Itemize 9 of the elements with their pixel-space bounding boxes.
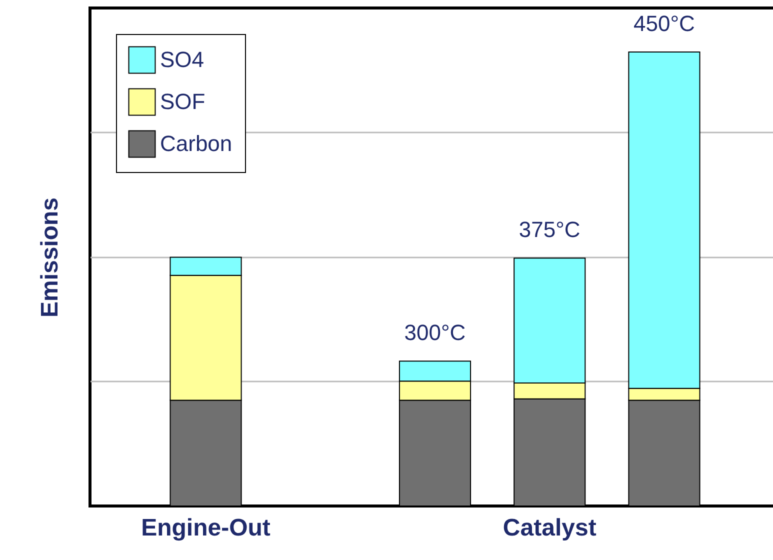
legend-label: SOF [160,89,206,114]
y-axis-title: Emissions [36,197,64,318]
x-tick-label: Catalyst [502,514,596,542]
legend-label: Carbon [160,131,232,156]
annotation: 450°C [634,11,696,36]
annotation: 375°C [518,217,580,242]
x-tick-label: Engine-Out [141,514,270,542]
legend-label: SO4 [160,47,204,72]
annotation: 300°C [404,320,466,346]
